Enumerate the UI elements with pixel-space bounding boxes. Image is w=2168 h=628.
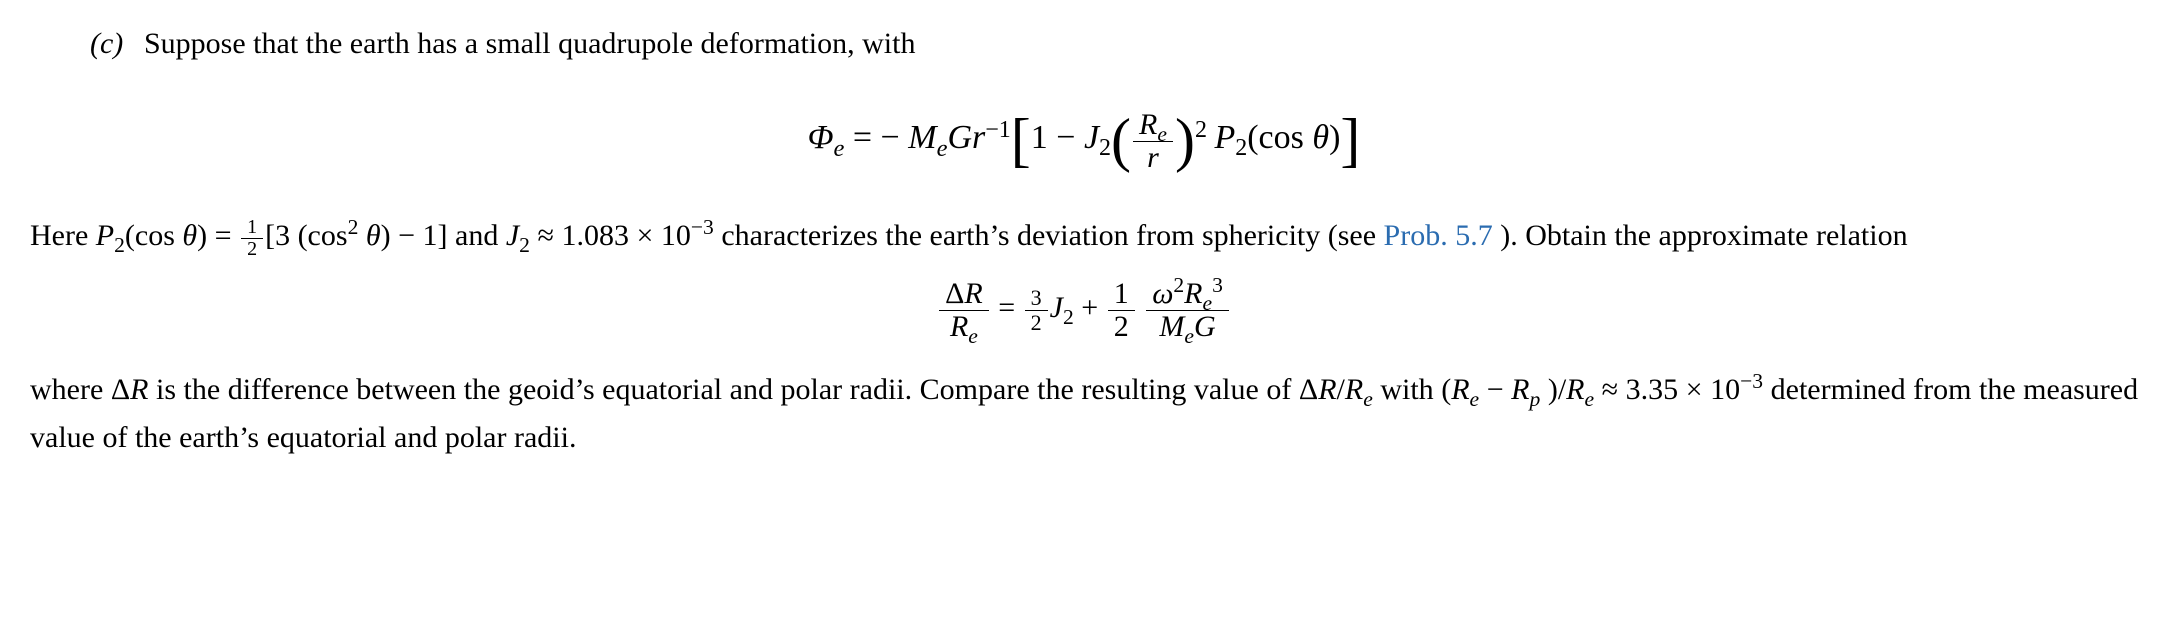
equation-2: ΔRRe = 32J2 + 12 ω2Re3MeG <box>30 278 2138 342</box>
ratio-R: R <box>1318 373 1336 406</box>
ratio-Re-sub: e <box>1363 387 1373 411</box>
j2-subscript: 2 <box>519 233 530 257</box>
prob-link[interactable]: Prob. 5.7 <box>1384 219 1493 252</box>
Re2-sub: e <box>1584 387 1594 411</box>
and-text: and <box>455 219 506 252</box>
page: (c) Suppose that the earth has a small q… <box>0 0 2168 628</box>
Rp-sub: p <box>1529 387 1540 411</box>
ratio-Re: R <box>1345 373 1363 406</box>
Re1: R <box>1451 373 1469 406</box>
intro-text: Suppose that the earth has a small quadr… <box>144 20 915 68</box>
final-mid2: with ( <box>1380 373 1451 406</box>
delta-R: R <box>130 373 148 406</box>
after-link: ). Obtain the approximate relation <box>1500 219 1907 252</box>
close-paren-slash: )/ <box>1548 373 1566 406</box>
body-paragraph-1: Here P2(cos θ) = 12[3 (cos2 θ) − 1] and … <box>30 212 2138 260</box>
part-label: (c) <box>90 20 144 68</box>
body-pre: Here <box>30 219 96 252</box>
final-mid1: is the difference between the geoid’s eq… <box>156 373 1318 406</box>
equation-1: Φe = − MeGr−1[1 − J2(Rer)2 P2(cos θ)] <box>30 92 2138 188</box>
Re1-sub: e <box>1470 387 1480 411</box>
approx-value: ≈ 3.35 × 10 <box>1602 373 1741 406</box>
j2-value: 1.083 × 10 <box>561 219 690 252</box>
body-paragraph-2: where ΔR is the difference between the g… <box>30 366 2138 462</box>
j2-symbol: J <box>506 219 519 252</box>
final-exp: −3 <box>1740 369 1763 393</box>
j2-approx: ≈ <box>537 219 561 252</box>
part-intro: (c) Suppose that the earth has a small q… <box>90 20 2138 68</box>
after-j2: characterizes the earth’s deviation from… <box>721 219 1383 252</box>
Rp: R <box>1511 373 1529 406</box>
ratio-slash: / <box>1337 373 1345 406</box>
j2-exponent: −3 <box>691 215 714 239</box>
final-pre: where Δ <box>30 373 130 406</box>
minus: − <box>1487 373 1511 406</box>
Re2: R <box>1566 373 1584 406</box>
